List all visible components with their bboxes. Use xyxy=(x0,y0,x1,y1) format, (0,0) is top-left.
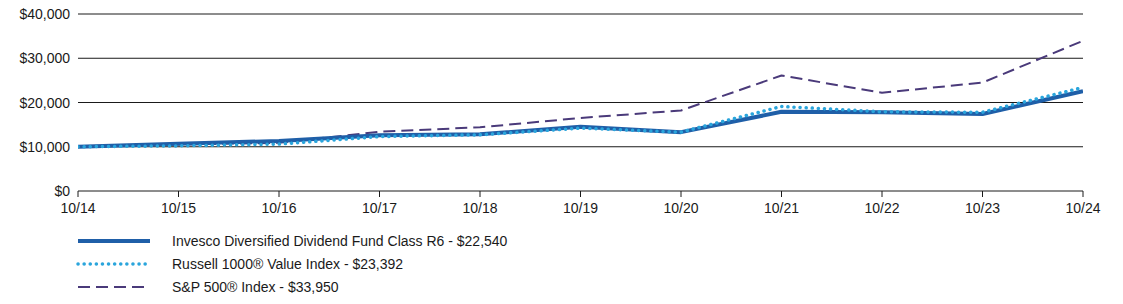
x-tick xyxy=(279,191,280,197)
x-tick-label: 10/24 xyxy=(1065,200,1100,216)
y-tick-label: $40,000 xyxy=(19,6,70,22)
x-tick xyxy=(78,191,79,197)
x-tick-label: 10/21 xyxy=(764,200,799,216)
grid-line xyxy=(78,146,1083,147)
series-line xyxy=(78,91,1083,146)
x-tick-label: 10/17 xyxy=(362,200,397,216)
x-tick xyxy=(379,191,380,197)
x-tick-label: 10/15 xyxy=(161,200,196,216)
y-axis-line xyxy=(78,14,79,191)
x-tick xyxy=(480,191,481,197)
x-tick xyxy=(178,191,179,197)
grid-line xyxy=(78,102,1083,103)
y-tick-label: $10,000 xyxy=(19,139,70,155)
x-tick xyxy=(781,191,782,197)
x-tick-label: 10/22 xyxy=(864,200,899,216)
x-tick xyxy=(580,191,581,197)
x-tick-label: 10/23 xyxy=(965,200,1000,216)
legend-swatch xyxy=(78,286,150,288)
series-line xyxy=(78,87,1083,146)
x-tick xyxy=(1083,191,1084,197)
grid-line xyxy=(78,14,1083,15)
x-tick xyxy=(882,191,883,197)
plot-area xyxy=(78,41,1083,147)
legend-label: S&P 500® Index - $33,950 xyxy=(172,279,339,295)
y-tick-label: $30,000 xyxy=(19,50,70,66)
chart: $0 $10,000 $20,000 $30,000 $40,000 10/14 10/15… xyxy=(0,0,1123,304)
legend-label: Russell 1000® Value Index - $23,392 xyxy=(172,256,403,272)
x-tick xyxy=(982,191,983,197)
x-tick-label: 10/18 xyxy=(462,200,497,216)
x-tick-label: 10/20 xyxy=(663,200,698,216)
x-tick-label: 10/14 xyxy=(60,200,95,216)
legend-swatch xyxy=(78,239,150,243)
x-tick-label: 10/16 xyxy=(261,200,296,216)
series-line xyxy=(78,41,1083,147)
grid-line xyxy=(78,58,1083,59)
legend-swatch xyxy=(78,262,150,266)
y-tick-label: $20,000 xyxy=(19,95,70,111)
x-tick xyxy=(681,191,682,197)
x-tick-label: 10/19 xyxy=(563,200,598,216)
legend-label: Invesco Diversified Dividend Fund Class … xyxy=(172,233,508,249)
y-tick-label: $0 xyxy=(54,183,70,199)
